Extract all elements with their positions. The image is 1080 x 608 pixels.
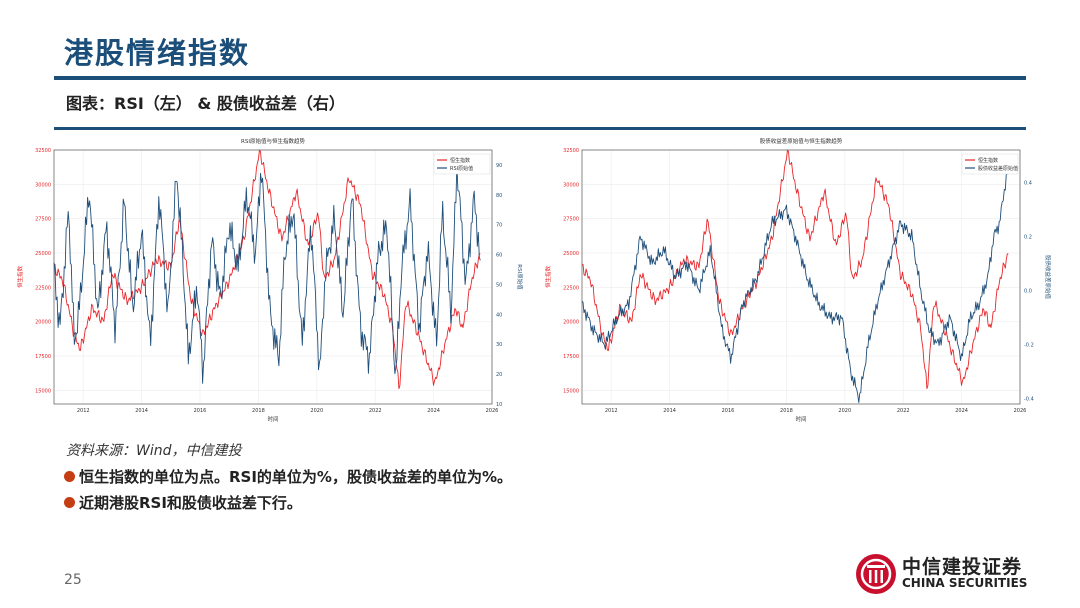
- y-tick-label-right: 90: [496, 163, 502, 169]
- y-tick-label-left: 32500: [35, 148, 51, 154]
- y-tick-label-right: 60: [496, 253, 502, 259]
- company-logo: 中信建投证券 CHINA SECURITIES: [854, 552, 1044, 596]
- bullet-text: 近期港股RSI和股债收益差下行。: [79, 494, 302, 512]
- x-tick-label: 2014: [663, 408, 676, 414]
- x-tick-label: 2022: [897, 408, 910, 414]
- legend-box: [433, 153, 491, 175]
- x-tick-label: 2012: [77, 408, 90, 414]
- x-tick-label: 2018: [252, 408, 265, 414]
- logo-name-cn: 中信建投证券: [902, 556, 1023, 578]
- x-tick-label: 2012: [605, 408, 618, 414]
- bullet-dot-icon: [64, 471, 75, 482]
- x-axis-label: 时间: [267, 415, 278, 423]
- x-tick-label: 2018: [780, 408, 793, 414]
- x-tick-label: 2016: [194, 408, 207, 414]
- y-tick-label-right: 0.4: [1024, 180, 1032, 186]
- y-tick-label-right: 20: [496, 372, 502, 378]
- company-logo-icon: [856, 554, 896, 594]
- x-tick-label: 2026: [1014, 408, 1027, 414]
- spread-chart: 股债收益差原始值与恒生指数趋势 15000 17500 20000 22500 25000…: [544, 137, 1052, 423]
- y-tick-label-left: 25000: [563, 251, 579, 257]
- y-tick-label-right: 50: [496, 282, 502, 288]
- x-tick-label: 2026: [486, 408, 499, 414]
- y-axis-label-left: 恒生指数: [16, 266, 24, 289]
- y-tick-label-left: 30000: [563, 182, 579, 188]
- series-line-right: [581, 164, 1009, 404]
- x-tick-label: 2020: [838, 408, 851, 414]
- series-line-left: [54, 149, 481, 390]
- y-axis-label-right: RSI原始值: [516, 264, 524, 290]
- x-tick-label: 2020: [310, 408, 323, 414]
- y-tick-label-right: -0.4: [1024, 397, 1034, 403]
- plot-frame: [581, 149, 1021, 405]
- series-line-left: [582, 149, 1009, 390]
- y-tick-label-right: 0.0: [1024, 289, 1032, 295]
- x-tick-label: 2024: [427, 408, 440, 414]
- title-divider: [54, 76, 1026, 80]
- logo-name-en: CHINA SECURITIES: [902, 576, 1028, 590]
- x-axis-label: 时间: [795, 415, 806, 423]
- y-tick-label-left: 17500: [35, 354, 51, 360]
- legend-box: [961, 153, 1019, 175]
- chart-title: 股债收益差原始值与恒生指数趋势: [760, 137, 843, 145]
- legend-label: 恒生指数: [978, 157, 998, 164]
- legend-label: 股债收益差原始值: [978, 165, 1018, 172]
- figure-caption: 图表：RSI（左） & 股债收益差（右）: [66, 94, 345, 113]
- y-tick-label-left: 20000: [563, 320, 579, 326]
- chart-title: RSI原始值与恒生指数趋势: [241, 137, 305, 145]
- y-tick-label-left: 22500: [35, 285, 51, 291]
- x-tick-label: 2022: [369, 408, 382, 414]
- legend-label: RSI原始值: [450, 165, 473, 172]
- y-axis-label-right: 股债收益差原始值: [1044, 255, 1052, 300]
- x-tick-label: 2014: [135, 408, 148, 414]
- y-tick-label-left: 22500: [563, 285, 579, 291]
- y-tick-label-right: 70: [496, 223, 502, 229]
- y-tick-label-right: 0.2: [1024, 234, 1032, 240]
- rsi-chart: RSI原始值与恒生指数趋势 15000 17500 20000 22500 25000 27…: [16, 137, 524, 423]
- source-note: 资料来源：Wind，中信建投: [66, 443, 242, 459]
- y-tick-label-right: 80: [496, 193, 502, 199]
- y-tick-label-left: 27500: [563, 217, 579, 223]
- x-tick-label: 2016: [722, 408, 735, 414]
- y-tick-label-right: 40: [496, 312, 502, 318]
- x-tick-label: 2024: [955, 408, 968, 414]
- y-tick-label-left: 25000: [35, 251, 51, 257]
- bullet-dot-icon: [64, 497, 75, 508]
- page-title: 港股情绪指数: [64, 36, 251, 70]
- page-number: 25: [64, 572, 82, 588]
- y-tick-label-left: 20000: [35, 320, 51, 326]
- y-tick-label-right: 30: [496, 342, 502, 348]
- y-axis-label-left: 恒生指数: [544, 266, 552, 289]
- plot-frame: [53, 149, 493, 405]
- y-tick-label-left: 15000: [563, 388, 579, 394]
- y-tick-label-left: 30000: [35, 182, 51, 188]
- bullet-item: 恒生指数的单位为点。RSI的单位为%，股债收益差的单位为%。: [64, 466, 512, 487]
- caption-divider: [54, 127, 1026, 130]
- y-tick-label-left: 27500: [35, 217, 51, 223]
- y-tick-label-left: 15000: [35, 388, 51, 394]
- y-tick-label-right: 10: [496, 402, 502, 408]
- y-tick-label-left: 17500: [563, 354, 579, 360]
- bullet-item: 近期港股RSI和股债收益差下行。: [64, 492, 302, 513]
- series-line-right: [53, 162, 481, 384]
- legend-label: 恒生指数: [450, 157, 470, 164]
- y-tick-label-left: 32500: [563, 148, 579, 154]
- bullet-text: 恒生指数的单位为点。RSI的单位为%，股债收益差的单位为%。: [79, 468, 512, 486]
- y-tick-label-right: -0.2: [1024, 343, 1034, 349]
